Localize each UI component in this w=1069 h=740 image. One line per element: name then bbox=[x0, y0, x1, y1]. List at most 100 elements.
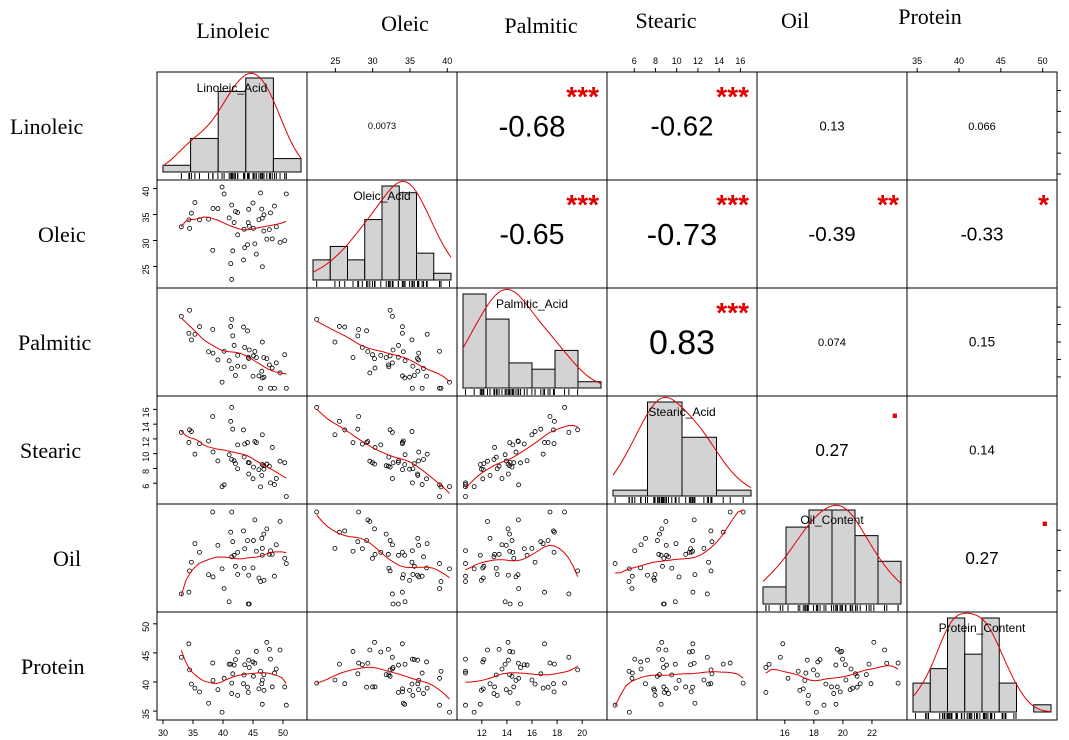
scatter-point bbox=[251, 353, 256, 359]
scatter-point bbox=[228, 261, 234, 267]
scatter-point bbox=[400, 349, 406, 355]
scatter-point bbox=[233, 373, 238, 378]
scatter-point bbox=[409, 385, 415, 391]
tick-label: 6 bbox=[632, 56, 637, 66]
scatter-point bbox=[387, 568, 393, 574]
scatter-point bbox=[505, 471, 511, 477]
density-curve bbox=[462, 288, 602, 385]
scatter-point bbox=[485, 647, 490, 653]
scatter-point bbox=[463, 482, 468, 487]
scatter-point bbox=[187, 427, 192, 433]
correlation-value: 0.27 bbox=[965, 549, 998, 568]
scatter-point bbox=[545, 538, 551, 543]
scatter-point bbox=[259, 681, 265, 687]
scatter-point bbox=[463, 573, 468, 579]
scatter-point bbox=[407, 374, 412, 380]
scatter-point bbox=[829, 684, 834, 690]
scatter-point bbox=[661, 601, 666, 607]
scatter-point bbox=[210, 247, 216, 253]
scatter-point bbox=[507, 531, 512, 537]
scatter-point bbox=[229, 366, 235, 371]
column-label-palmitic: Palmitic bbox=[504, 13, 578, 38]
scatter-point bbox=[400, 324, 405, 330]
scatter-point bbox=[629, 586, 635, 591]
correlation-value: 0.27 bbox=[815, 441, 848, 460]
scatter-point bbox=[626, 709, 632, 715]
scatter-point bbox=[385, 551, 391, 557]
scatter-point bbox=[416, 458, 421, 464]
tick-label: 25 bbox=[330, 56, 340, 66]
scatter-point bbox=[389, 476, 395, 481]
density-curve bbox=[312, 180, 452, 273]
scatter-point bbox=[210, 327, 216, 332]
scatter-point bbox=[364, 328, 369, 334]
scatter-point bbox=[437, 385, 442, 391]
panel-r2-c1 bbox=[306, 287, 458, 397]
scatter-point bbox=[540, 541, 546, 547]
tick-label: 12 bbox=[477, 728, 487, 738]
scatter-point bbox=[666, 691, 671, 696]
scatter-point bbox=[513, 449, 519, 455]
scatter-point bbox=[410, 466, 416, 472]
tick-label: 50 bbox=[141, 622, 151, 632]
histogram-bar bbox=[554, 349, 579, 389]
scatter-point bbox=[704, 591, 710, 597]
histogram-bar bbox=[485, 318, 510, 389]
tick-label: 35 bbox=[188, 728, 198, 738]
scatter-point bbox=[245, 538, 250, 543]
correlation-value: 0.0073 bbox=[368, 121, 396, 131]
scatter-point bbox=[370, 352, 375, 358]
scatter-point bbox=[664, 552, 669, 558]
scatter-point bbox=[189, 681, 194, 687]
histogram-bar bbox=[577, 381, 602, 389]
scatter-point bbox=[269, 684, 275, 690]
histogram-bar bbox=[416, 252, 435, 281]
histogram-bar bbox=[347, 259, 366, 281]
scatter-point bbox=[638, 666, 644, 672]
scatter-point bbox=[575, 427, 581, 433]
scatter-point bbox=[282, 555, 288, 561]
smooth-line bbox=[316, 320, 450, 382]
scatter-point bbox=[233, 657, 238, 663]
scatter-point bbox=[669, 565, 675, 571]
histogram-bar bbox=[190, 137, 219, 173]
scatter-point bbox=[250, 200, 256, 206]
scatter-point bbox=[447, 709, 452, 715]
scatter-point bbox=[415, 356, 420, 361]
histogram-bar bbox=[531, 368, 556, 389]
scatter-point bbox=[419, 385, 425, 391]
panel-frame bbox=[306, 611, 458, 721]
scatter-point bbox=[652, 687, 657, 693]
scatter-point bbox=[192, 685, 198, 691]
scatter-point bbox=[273, 360, 279, 366]
scatter-point bbox=[386, 364, 392, 370]
scatter-point bbox=[402, 462, 408, 467]
histogram-bar bbox=[762, 586, 787, 605]
scatter-point bbox=[272, 203, 277, 209]
scatter-point bbox=[246, 223, 252, 229]
scatter-point bbox=[264, 236, 270, 242]
scatter-point bbox=[245, 440, 250, 445]
correlation-value: -0.39 bbox=[808, 223, 855, 246]
panel-frame bbox=[156, 395, 308, 505]
scatter-point bbox=[242, 441, 248, 447]
scatter-point bbox=[415, 471, 420, 477]
scatter-point bbox=[273, 666, 279, 672]
correlation-value: -0.33 bbox=[960, 225, 1003, 246]
significance-stars: * bbox=[1038, 189, 1049, 220]
scatter-point bbox=[487, 535, 493, 541]
scatter-point bbox=[663, 542, 669, 548]
scatter-point bbox=[332, 339, 338, 345]
scatter-point bbox=[372, 356, 377, 362]
histogram-bar bbox=[854, 535, 879, 605]
scatter-point bbox=[499, 666, 505, 672]
scatter-point bbox=[215, 687, 221, 693]
scatter-point bbox=[727, 660, 733, 666]
scatter-point bbox=[688, 662, 693, 668]
scatter-point bbox=[480, 565, 486, 571]
scatter-point bbox=[233, 563, 238, 569]
scatter-point bbox=[365, 517, 371, 523]
scatter-point bbox=[355, 426, 361, 432]
scatter-point bbox=[511, 555, 517, 561]
tick-label: 8 bbox=[653, 56, 658, 66]
